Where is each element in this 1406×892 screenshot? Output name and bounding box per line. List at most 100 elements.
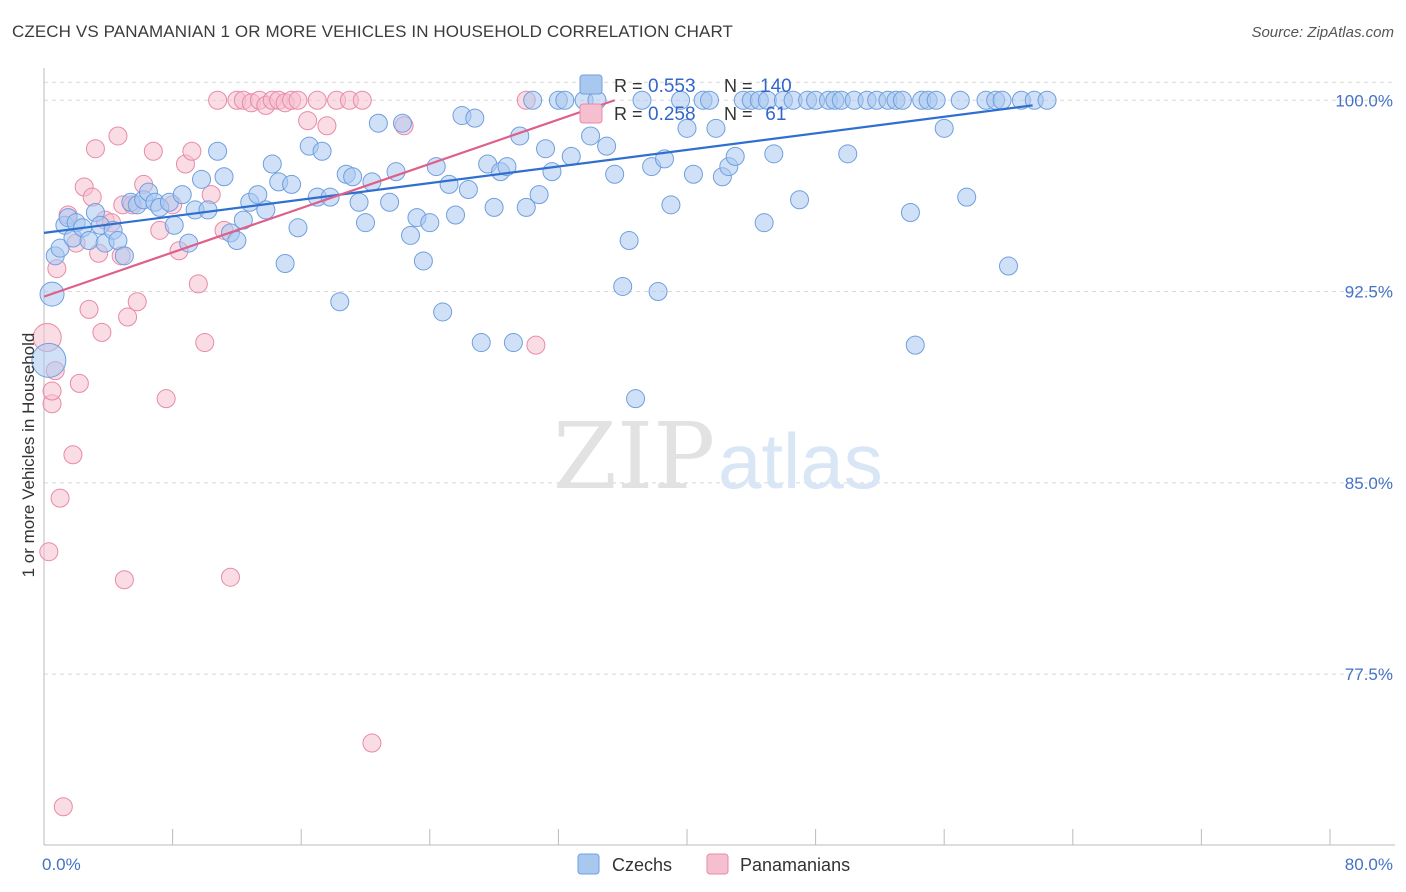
czech-point [892, 90, 912, 110]
panamanian-point [143, 141, 163, 161]
panamanian-point [42, 381, 62, 401]
czech-point [764, 144, 784, 164]
czech-point [926, 90, 946, 110]
legend-swatch-czechs [579, 74, 603, 95]
czech-point [516, 197, 536, 217]
czech-point [164, 215, 184, 235]
series-legend-label-czechs: Czechs [612, 855, 672, 875]
panamanian-point [39, 542, 59, 562]
czech-point [523, 90, 543, 110]
czech-point [356, 213, 375, 233]
czech-point [671, 90, 691, 110]
czech-point [471, 333, 491, 353]
source-label: Source: ZipAtlas.com [1251, 24, 1394, 41]
czech-point [330, 292, 350, 312]
panamanian-point [53, 797, 73, 817]
czech-point [368, 113, 388, 133]
czech-point [999, 256, 1018, 276]
axes [43, 68, 1395, 846]
panamanian-point [195, 333, 215, 353]
czech-point [503, 333, 523, 353]
panamanian-point [127, 292, 147, 312]
panamanian-point [50, 488, 70, 508]
czech-point [613, 276, 633, 296]
legend-r-value-panamanians: 0.258 [648, 104, 696, 125]
panamanian-point [156, 389, 176, 409]
panamanian-point [307, 90, 327, 110]
panamanian-point [362, 733, 382, 753]
czech-point [536, 139, 556, 159]
czech-point [632, 90, 652, 110]
panamanian-point [85, 139, 105, 159]
czech-point [288, 218, 308, 238]
czech-point [208, 141, 228, 161]
czech-point [790, 190, 810, 210]
legend-r-value-czechs: 0.553 [648, 76, 696, 97]
czech-point [79, 231, 99, 251]
czech-point [227, 231, 247, 251]
czech-point [1037, 90, 1057, 110]
czech-point [465, 108, 485, 128]
czech-point [957, 187, 977, 207]
czech-point [700, 90, 720, 110]
x-tick-label-min: 0.0% [42, 855, 81, 874]
czech-point [542, 162, 562, 182]
legend-n-label-czechs: N = [724, 76, 753, 96]
panamanian-point [79, 299, 99, 319]
y-tick-labels: 77.5% 85.0% 92.5% 100.0% [1335, 91, 1393, 684]
czech-point [648, 282, 668, 302]
czech-point [605, 164, 625, 184]
czech-point [661, 195, 681, 215]
legend-n-label-panamanians: N = [724, 104, 753, 124]
y-tick-label: 100.0% [1335, 91, 1393, 110]
panamanian-point [118, 307, 138, 327]
panamanian-point [317, 116, 337, 136]
panamanian-point [526, 335, 546, 355]
czech-point [529, 185, 549, 205]
stats-legend: R = 0.553 N = 140 R = 0.258 N = 61 [579, 74, 792, 125]
czech-point [380, 192, 400, 212]
czech-point [597, 136, 617, 156]
series-legend: Czechs Panamanians [577, 853, 850, 875]
czech-point [992, 90, 1012, 110]
panamanian-point [114, 570, 134, 590]
czech-point [439, 174, 459, 194]
czech-point [581, 126, 601, 146]
czech-point [458, 180, 478, 200]
panamanian-point [69, 373, 89, 393]
data-points [31, 90, 1057, 817]
czech-point [950, 90, 970, 110]
legend-n-value-panamanians: 61 [760, 104, 786, 125]
legend-n-value-czechs: 140 [760, 76, 792, 97]
czech-point [172, 185, 192, 205]
panamanian-point [92, 322, 112, 342]
czech-point [192, 169, 212, 189]
czech-point [262, 154, 282, 174]
czech-point [420, 213, 440, 233]
series-legend-swatch-czechs [577, 853, 600, 875]
czech-point [905, 335, 925, 355]
czech-point [754, 213, 774, 233]
watermark-zip: ZIP [553, 403, 715, 510]
czech-point [706, 118, 726, 138]
panamanian-point [201, 185, 221, 205]
czech-point [900, 202, 920, 222]
czech-point [401, 225, 421, 245]
x-tick-label-max: 80.0% [1345, 855, 1393, 874]
legend-r-label-czechs: R = [614, 76, 643, 96]
series-legend-label-panamanians: Panamanians [740, 855, 850, 875]
czech-point [555, 90, 575, 110]
czech-point [114, 246, 134, 266]
y-axis-title: 1 or more Vehicles in Household [19, 333, 38, 578]
legend-swatch-panamanians [579, 103, 603, 124]
czech-point [433, 302, 453, 322]
czech-point [214, 167, 234, 187]
czech-point [413, 251, 433, 271]
y-tick-label: 92.5% [1345, 283, 1393, 302]
czech-point [31, 342, 67, 378]
czech-point [248, 185, 268, 205]
watermark: ZIP atlas [553, 403, 883, 510]
panamanian-point [298, 111, 318, 131]
panamanian-point [182, 141, 202, 161]
czech-point [349, 192, 369, 212]
